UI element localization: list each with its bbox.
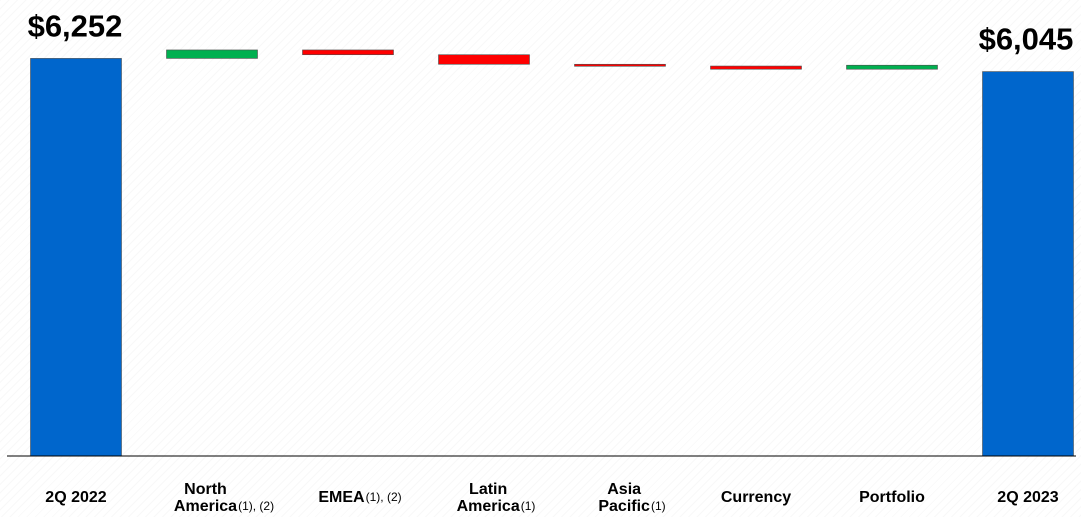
total-data-label: $6,045	[979, 22, 1074, 57]
category-label: Currency	[721, 489, 791, 506]
category-label: EMEA (1), (2)	[318, 489, 401, 506]
bar-latin-america	[438, 54, 530, 65]
category-label-line: America	[456, 498, 520, 515]
category-label-line: Currency	[720, 489, 792, 506]
category-label-line: EMEA	[318, 489, 365, 506]
category-label-line: Pacific	[598, 498, 650, 515]
bar-asia-pacific	[574, 63, 666, 67]
category-label-line: 2Q 2022	[45, 489, 107, 506]
category-label: Portfolio	[859, 489, 925, 506]
category-label: Latin America (1)	[457, 481, 536, 515]
bar-2q-2023	[982, 71, 1074, 457]
bar-portfolio	[846, 64, 938, 70]
total-data-label: $6,252	[28, 8, 123, 43]
category-label: 2Q 2022	[45, 489, 106, 506]
footnote-marker: (1), (2)	[238, 499, 275, 513]
bar-currency	[710, 65, 802, 70]
footnote-marker: (1)	[520, 499, 536, 513]
category-label-line: 2Q 2023	[997, 489, 1059, 506]
category-label-line: America	[173, 498, 238, 515]
category-label-line: Latin	[469, 481, 508, 498]
bar-emea	[302, 49, 394, 56]
category-label: Asia Pacific (1)	[598, 481, 665, 515]
bar-north-america	[166, 49, 258, 59]
category-label-line: Asia	[607, 481, 642, 498]
category-label: 2Q 2023	[997, 489, 1058, 506]
bar-2q-2022	[30, 58, 122, 457]
category-label: North America (1), (2)	[174, 481, 274, 515]
category-label-line: Portfolio	[859, 489, 925, 506]
footnote-marker: (1)	[650, 499, 666, 513]
footnote-marker: (1), (2)	[365, 490, 402, 504]
category-label-line: North	[184, 481, 227, 498]
